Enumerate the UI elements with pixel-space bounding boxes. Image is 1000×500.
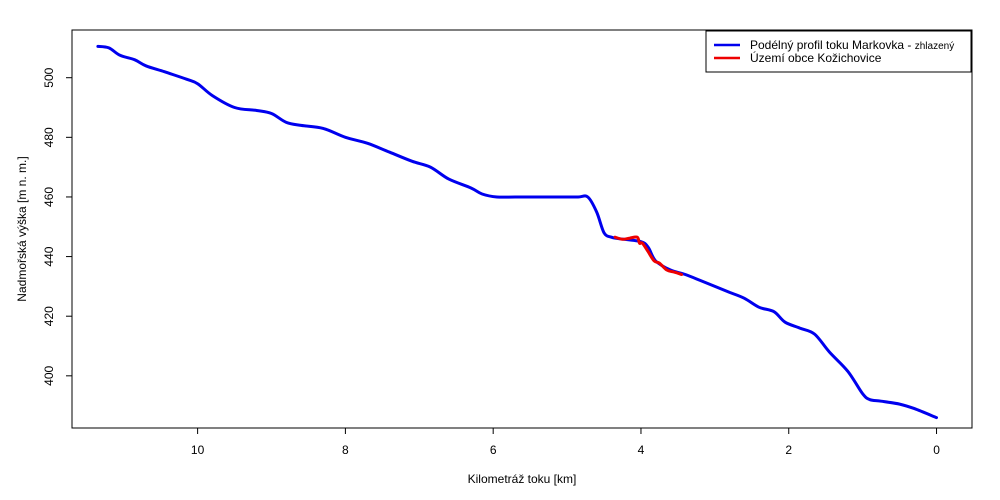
y-tick-label: 460 [42, 187, 56, 207]
x-tick-label: 4 [638, 443, 645, 457]
x-tick-label: 0 [933, 443, 940, 457]
y-tick-label: 400 [42, 365, 56, 385]
y-tick-label: 500 [42, 67, 56, 87]
series-line-municipality [613, 235, 684, 276]
y-tick-label: 440 [42, 246, 56, 266]
legend-label-profile-small: zhlazený [915, 41, 954, 52]
y-tick-label: 480 [42, 127, 56, 147]
legend-label-municipality: Území obce Kožichovice [750, 50, 882, 65]
y-axis-title: Nadmořská výška [m n. m.] [15, 156, 29, 301]
series-layer [96, 44, 938, 420]
series-line-profile [96, 44, 938, 420]
legend: Podélný profil toku Markovka - zhlazený … [705, 30, 972, 73]
plot-frame [71, 29, 973, 429]
x-axis: 10 8 6 4 2 0 [191, 428, 940, 457]
legend-box [705, 30, 972, 73]
legend-label-profile: Podélný profil toku Markovka - zhlazený [750, 38, 954, 52]
legend-label-profile-main: Podélný profil toku Markovka - [750, 38, 915, 52]
x-axis-title: Kilometráž toku [km] [468, 472, 577, 486]
x-tick-label: 8 [342, 443, 349, 457]
y-tick-label: 420 [42, 306, 56, 326]
x-tick-label: 10 [191, 443, 205, 457]
x-tick-label: 2 [785, 443, 792, 457]
x-tick-label: 6 [490, 443, 497, 457]
y-axis: 400 420 440 460 480 500 [42, 67, 72, 386]
